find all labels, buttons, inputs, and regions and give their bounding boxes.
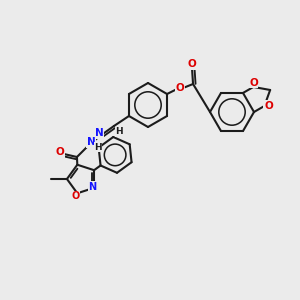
Text: N: N <box>88 182 96 192</box>
Text: O: O <box>188 59 197 69</box>
Text: H: H <box>94 142 102 152</box>
Text: O: O <box>264 101 273 111</box>
Text: O: O <box>249 78 258 88</box>
Text: N: N <box>87 137 95 147</box>
Text: N: N <box>94 128 103 138</box>
Text: H: H <box>115 128 123 136</box>
Text: O: O <box>56 147 64 157</box>
Text: O: O <box>71 191 80 201</box>
Text: O: O <box>176 83 184 93</box>
